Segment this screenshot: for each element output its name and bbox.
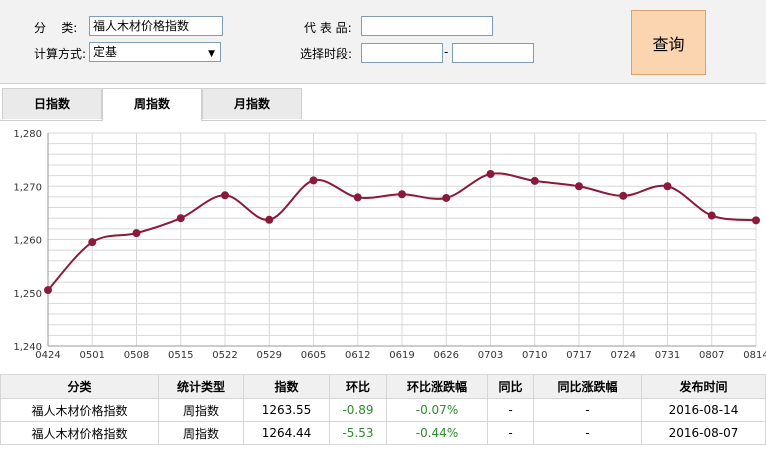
col-header-index: 指数 <box>243 374 330 399</box>
period-start-input[interactable] <box>361 43 443 63</box>
method-select-value: 定基 <box>93 45 118 59</box>
cell-publish-time: 2016-08-14 <box>641 398 766 422</box>
y-tick-label: 1,240 <box>13 342 42 353</box>
rep-label: 代 表 品: <box>304 21 352 35</box>
cell-yoy-pct: - <box>533 421 642 445</box>
col-header-mom: 环比 <box>329 374 387 399</box>
y-tick-label: 1,270 <box>13 182 42 193</box>
data-point <box>265 215 274 224</box>
x-tick-label: 0612 <box>345 350 370 361</box>
x-tick-label: 0529 <box>257 350 282 361</box>
x-tick-label: 0710 <box>522 350 547 361</box>
cell-stat-type: 周指数 <box>158 398 244 422</box>
index-line-chart: 1,240 1,250 1,260 1,270 1,280 0424 0501 0508 051… <box>0 121 766 371</box>
cell-index: 1264.44 <box>243 421 330 445</box>
query-button[interactable]: 查询 <box>631 10 706 75</box>
table-row: 福人木材价格指数 周指数 1263.55 -0.89 -0.07% - - 20… <box>0 398 766 422</box>
col-header-publish-time: 发布时间 <box>641 374 766 399</box>
data-point <box>575 182 583 191</box>
data-point <box>486 170 495 179</box>
category-input[interactable]: 福人木材价格指数 <box>89 16 223 36</box>
filter-panel: 分 类: 福人木材价格指数 计算方式: 定基 ▼ 代 表 品: 选择时段: - … <box>0 0 766 84</box>
data-point <box>353 193 362 202</box>
cell-mom-pct: -0.44% <box>386 421 488 445</box>
y-tick-label: 1,250 <box>13 289 42 300</box>
period-label: 选择时段: <box>300 47 353 61</box>
cell-stat-type: 周指数 <box>158 421 244 445</box>
x-tick-label: 0424 <box>35 350 60 361</box>
cell-category: 福人木材价格指数 <box>0 398 159 422</box>
data-point <box>176 214 185 223</box>
rep-input[interactable] <box>361 16 493 36</box>
x-tick-label: 0605 <box>301 350 326 361</box>
x-tick-label: 0807 <box>699 350 724 361</box>
cell-yoy-pct: - <box>533 398 642 422</box>
tab-monthly-index[interactable]: 月指数 <box>202 88 302 119</box>
cell-yoy: - <box>487 421 534 445</box>
x-tick-label: 0508 <box>124 350 149 361</box>
tab-weekly-index[interactable]: 周指数 <box>102 88 202 121</box>
table-header-row: 分类 统计类型 指数 环比 环比涨跌幅 同比 同比涨跌幅 发布时间 <box>0 374 766 399</box>
col-header-yoy-pct: 同比涨跌幅 <box>533 374 642 399</box>
cell-category: 福人木材价格指数 <box>0 421 159 445</box>
x-tick-label: 0731 <box>655 350 680 361</box>
data-point <box>221 191 229 200</box>
x-tick-label: 0814 <box>743 350 766 361</box>
method-select[interactable]: 定基 ▼ <box>89 42 221 62</box>
data-point <box>707 211 716 220</box>
data-point <box>309 176 318 185</box>
x-tick-label: 0501 <box>80 350 105 361</box>
cell-publish-time: 2016-08-07 <box>641 421 766 445</box>
cell-mom: -5.53 <box>329 421 387 445</box>
index-tabs: 日指数 周指数 月指数 <box>0 88 766 121</box>
y-tick-label: 1,260 <box>13 236 42 247</box>
data-point <box>442 193 451 202</box>
y-tick-label: 1,280 <box>13 129 42 140</box>
col-header-stat-type: 统计类型 <box>158 374 244 399</box>
method-label: 计算方式: <box>34 47 87 61</box>
period-separator: - <box>444 45 449 59</box>
chart-svg: 1,240 1,250 1,260 1,270 1,280 0424 0501 0508 051… <box>13 129 766 361</box>
cell-mom-pct: -0.07% <box>386 398 488 422</box>
col-header-category: 分类 <box>0 374 159 399</box>
category-label: 分 类: <box>34 21 78 35</box>
data-point <box>619 191 628 200</box>
cell-yoy: - <box>487 398 534 422</box>
cell-index: 1263.55 <box>243 398 330 422</box>
x-tick-label: 0515 <box>168 350 193 361</box>
col-header-mom-pct: 环比涨跌幅 <box>386 374 488 399</box>
data-point <box>88 238 97 247</box>
chevron-down-icon: ▼ <box>208 49 215 59</box>
data-point <box>663 182 672 191</box>
tab-daily-index[interactable]: 日指数 <box>2 88 102 119</box>
x-tick-label: 0703 <box>478 350 503 361</box>
data-point <box>398 190 406 199</box>
x-tick-label: 0522 <box>212 350 237 361</box>
x-tick-label: 0626 <box>434 350 459 361</box>
period-end-input[interactable] <box>452 43 534 63</box>
x-tick-label: 0717 <box>566 350 591 361</box>
x-tick-label: 0619 <box>389 350 414 361</box>
table-row: 福人木材价格指数 周指数 1264.44 -5.53 -0.44% - - 20… <box>0 421 766 445</box>
col-header-yoy: 同比 <box>487 374 534 399</box>
data-point <box>530 176 539 185</box>
result-table: 分类 统计类型 指数 环比 环比涨跌幅 同比 同比涨跌幅 发布时间 福人木材价格… <box>0 374 766 445</box>
data-point <box>44 286 52 295</box>
x-tick-label: 0724 <box>611 350 636 361</box>
data-point <box>132 229 141 238</box>
data-point <box>752 216 760 225</box>
cell-mom: -0.89 <box>329 398 387 422</box>
